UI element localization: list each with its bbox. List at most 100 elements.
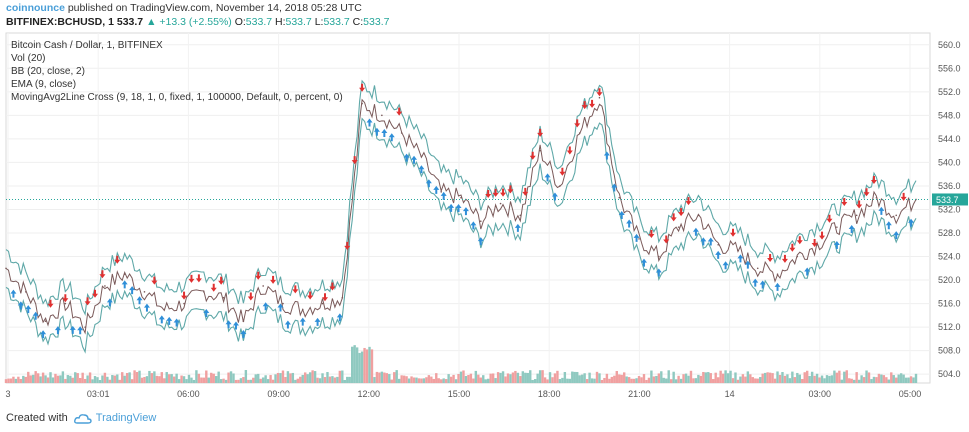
volume-bar: [603, 377, 606, 383]
buy-arrow-icon: [136, 296, 143, 305]
volume-bar: [200, 377, 203, 383]
buy-arrow-icon: [603, 151, 610, 160]
volume-bar: [276, 372, 280, 383]
volume-bar: [741, 374, 745, 383]
x-tick-label: 03:01: [87, 389, 110, 399]
sell-arrow-icon: [663, 235, 670, 244]
volume-bar: [14, 378, 18, 383]
price-point: [5, 267, 7, 270]
sell-arrow-icon: [92, 289, 99, 298]
sell-arrow-icon: [396, 107, 403, 116]
ohlc-low-label: L:: [314, 16, 324, 28]
volume-bar: [625, 376, 628, 383]
volume-bar: [420, 378, 423, 383]
volume-bar: [702, 371, 705, 383]
volume-bar: [632, 378, 636, 383]
buy-arrow-icon: [470, 221, 477, 230]
price-point: [282, 302, 284, 305]
volume-bar: [477, 374, 480, 383]
volume-bar: [39, 376, 42, 383]
volume-bar: [177, 379, 181, 383]
volume-bar: [825, 375, 829, 383]
volume-bar: [482, 375, 485, 383]
volume-bar: [36, 373, 40, 383]
volume-bar: [877, 373, 881, 383]
ohlc-high-label: H:: [275, 16, 286, 28]
buy-arrow-icon: [166, 316, 173, 325]
tradingview-link[interactable]: TradingView: [73, 412, 156, 424]
buy-arrow-icon: [611, 183, 618, 192]
volume-bar: [400, 375, 403, 383]
volume-bar: [487, 378, 490, 383]
buy-arrow-icon: [715, 250, 722, 259]
price-point: [638, 238, 640, 240]
sell-arrow-icon: [730, 228, 737, 237]
volume-bar: [810, 371, 814, 383]
buy-arrow-icon: [403, 153, 410, 162]
buy-arrow-icon: [69, 325, 76, 334]
sell-arrow-icon: [329, 282, 336, 291]
buy-arrow-icon: [737, 254, 744, 263]
volume-bar: [417, 378, 421, 383]
volume-bar: [642, 374, 646, 383]
volume-bar: [791, 371, 794, 383]
volume-bar: [590, 378, 594, 383]
buy-arrow-icon: [225, 320, 232, 329]
volume-bar: [284, 376, 287, 383]
volume-bar: [346, 376, 349, 383]
buy-arrow-icon: [240, 330, 247, 339]
buy-arrow-icon: [433, 185, 440, 194]
price-point: [658, 255, 660, 258]
volume-bar: [435, 373, 438, 383]
volume-bar: [647, 377, 651, 383]
volume-bar: [212, 373, 215, 383]
sell-arrow-icon: [247, 292, 254, 301]
publisher-brand[interactable]: coinnounce: [6, 2, 65, 14]
volume-bar: [182, 376, 186, 383]
volume-bar: [343, 379, 346, 383]
buy-arrow-icon: [878, 206, 885, 215]
sell-arrow-icon: [255, 271, 262, 280]
volume-bar: [719, 370, 722, 383]
volume-bar: [34, 371, 37, 383]
volume-bar: [32, 374, 35, 383]
volume-bar: [754, 378, 757, 383]
volume-bar: [739, 376, 742, 383]
sell-arrow-icon: [351, 156, 358, 165]
volume-bar: [778, 374, 782, 383]
volume-bar: [857, 379, 861, 383]
volume-bar: [491, 373, 495, 383]
volume-bar: [355, 347, 359, 383]
volume-bar: [304, 372, 307, 383]
volume-bar: [175, 373, 178, 383]
sell-arrow-icon: [218, 276, 225, 285]
sell-arrow-icon: [151, 276, 158, 285]
x-tick-label: 03:00: [809, 389, 832, 399]
volume-bar: [326, 372, 329, 383]
volume-bar: [618, 374, 621, 383]
buy-arrow-icon: [707, 237, 714, 246]
volume-bar: [892, 375, 895, 383]
publish-info: published on TradingView.com, November 1…: [67, 2, 362, 14]
price-axis[interactable]: 504.0 508.0 512.0 516.0 520.0 524.0 528.0 532.0…: [932, 40, 968, 379]
volume-bar: [46, 377, 50, 383]
volume-bar: [93, 376, 97, 383]
buy-arrow-icon: [551, 192, 558, 201]
volume-bar: [363, 347, 366, 383]
volume-bar: [123, 375, 126, 383]
volume-bar: [454, 379, 458, 383]
time-axis[interactable]: 3 03:01 06:00 09:00 12:00 15:00 18:00 21:00 14 03…: [5, 389, 921, 399]
volume-bar: [378, 372, 381, 383]
buy-arrow-icon: [893, 231, 900, 240]
volume-bar: [496, 372, 500, 383]
buy-arrow-icon: [848, 225, 855, 234]
current-price-label: 533.7: [936, 195, 959, 205]
volume-bar: [776, 371, 779, 383]
volume-bar: [140, 377, 144, 383]
plot-area[interactable]: [5, 32, 931, 384]
volume-bar: [264, 375, 267, 383]
volume-bar: [61, 371, 65, 383]
volume-bar: [682, 374, 685, 383]
volume-bar: [405, 376, 408, 383]
